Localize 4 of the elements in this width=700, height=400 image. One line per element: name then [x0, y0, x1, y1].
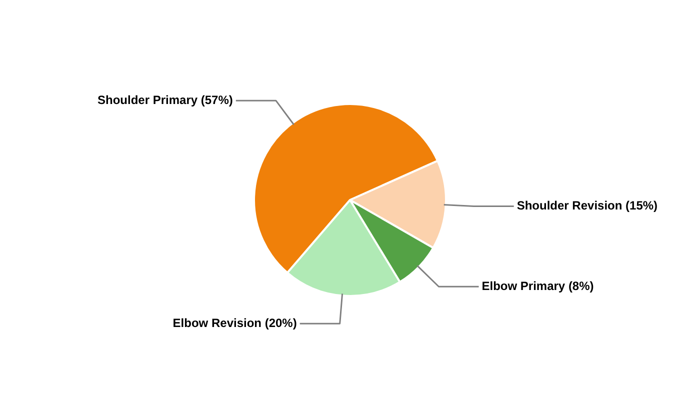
slice-label: Shoulder Primary (57%)	[98, 92, 233, 107]
slice-label: Shoulder Revision (15%)	[516, 198, 658, 213]
slice-label: Elbow Revision (20%)	[172, 316, 297, 330]
slice-label: Elbow Primary (8%)	[482, 278, 594, 293]
